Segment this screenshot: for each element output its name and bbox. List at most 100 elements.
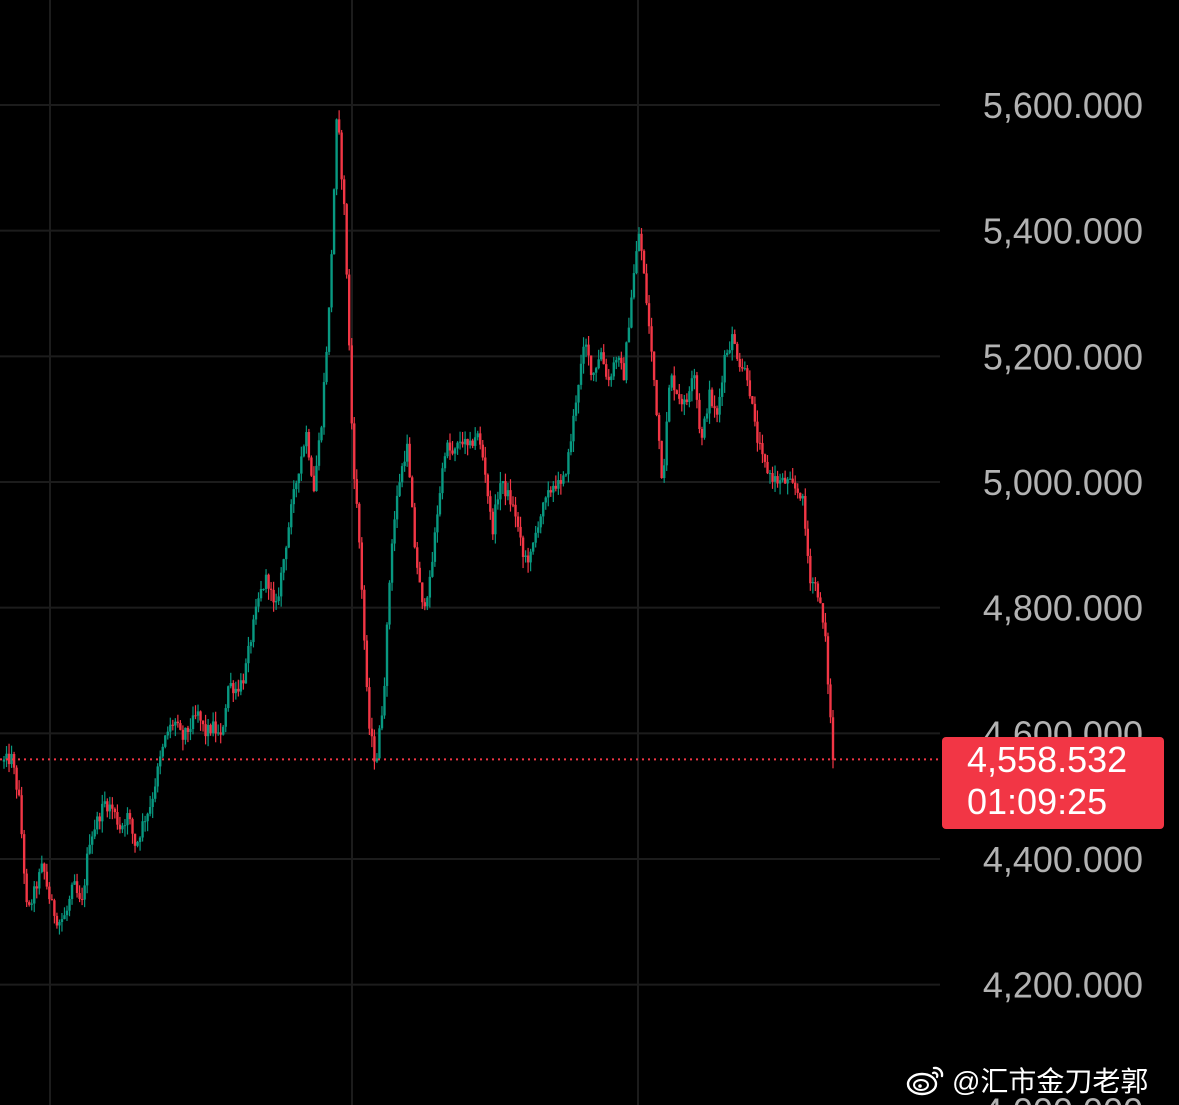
candle-body [58,921,61,926]
candle-body [731,334,734,351]
candle-body [292,489,295,505]
candle-body [295,483,298,490]
candle-body [451,450,454,454]
candle-body [665,421,668,466]
candle-body [620,357,623,364]
candle-body [375,758,379,762]
candle-body [25,873,28,903]
weibo-logo-icon [906,1066,944,1096]
candle-body [499,483,502,500]
candle-body [350,345,353,424]
candle-body [481,444,484,458]
candle-body [544,497,547,503]
candle-body [342,179,346,205]
candle-body [700,428,704,438]
candle-body [804,495,807,529]
candle-body [778,480,782,484]
candle-body [594,368,598,373]
candle-body [635,251,638,274]
candle-body [164,735,167,747]
last-price-tag: 4,558.532 01:09:25 [942,737,1164,829]
candle-body [736,343,739,359]
candle-body [630,297,633,328]
candle-body [599,352,603,360]
price-axis: 5,600.000 5,400.000 5,200.000 5,000.000 4,80… [983,85,1143,1105]
candle-body [20,795,23,835]
candle-body [529,551,532,563]
candle-body [282,559,285,573]
candle-body [524,555,527,557]
candle-body [337,119,341,133]
candle-body [438,493,442,515]
candle-body [68,898,71,911]
candle-body [65,910,69,916]
candle-body [521,537,525,557]
candle-body [713,406,716,409]
candle-body [506,490,510,497]
candle-body [645,273,648,304]
candle-body [73,881,76,885]
candle-body [587,344,590,356]
candle-body [340,132,343,180]
candle-body [773,476,777,482]
candle-body [287,527,290,548]
candle-body [400,466,404,483]
price-tick-label: 5,400.000 [983,211,1143,252]
candle-body [7,753,11,765]
candle-body [121,825,124,830]
candle-body [607,376,610,381]
candle-body [831,717,835,760]
candle-body [690,378,694,392]
candle-body [96,816,99,830]
candle-body [723,354,726,383]
candle-body [799,492,802,499]
candle-body [826,636,830,685]
candle-body [222,726,225,735]
candle-body [547,490,550,498]
candle-body [673,375,676,391]
candle-body [317,440,321,466]
candle-body [272,589,275,603]
candle-body [390,543,394,583]
candle-body [554,485,558,489]
candle-body [15,767,18,790]
candle-body [254,606,258,620]
candle-body [184,727,187,740]
candle-body [423,602,426,607]
candle-body [733,334,736,344]
candle-body [171,724,175,726]
candle-body [216,732,220,734]
candle-body [111,804,114,809]
candle-body [657,415,661,441]
candle-body [718,396,721,415]
candle-body [683,399,686,405]
candle-body [473,437,477,446]
candle-body [637,233,641,252]
candle-body [486,474,489,497]
candle-body [761,443,764,455]
grid-lines [0,0,940,1105]
candle-body [43,863,46,872]
candle-body [116,812,119,825]
candle-body [302,446,306,457]
candle-body [191,715,195,730]
candle-body [710,389,714,407]
candle-body [413,507,416,548]
candle-body [126,813,129,826]
candle-body [411,477,414,508]
candle-body [128,813,132,820]
candle-body [783,477,787,484]
candle-body [50,899,54,901]
candle-body [647,303,651,327]
candle-body [453,448,457,454]
candle-body [156,766,159,787]
candle-body [589,355,593,375]
candle-body [662,465,666,479]
candle-body [491,511,495,535]
candle-body [695,375,699,400]
candle-body [358,503,361,543]
candle-body [408,443,411,478]
candle-body [363,589,366,641]
candle-body [574,402,578,416]
